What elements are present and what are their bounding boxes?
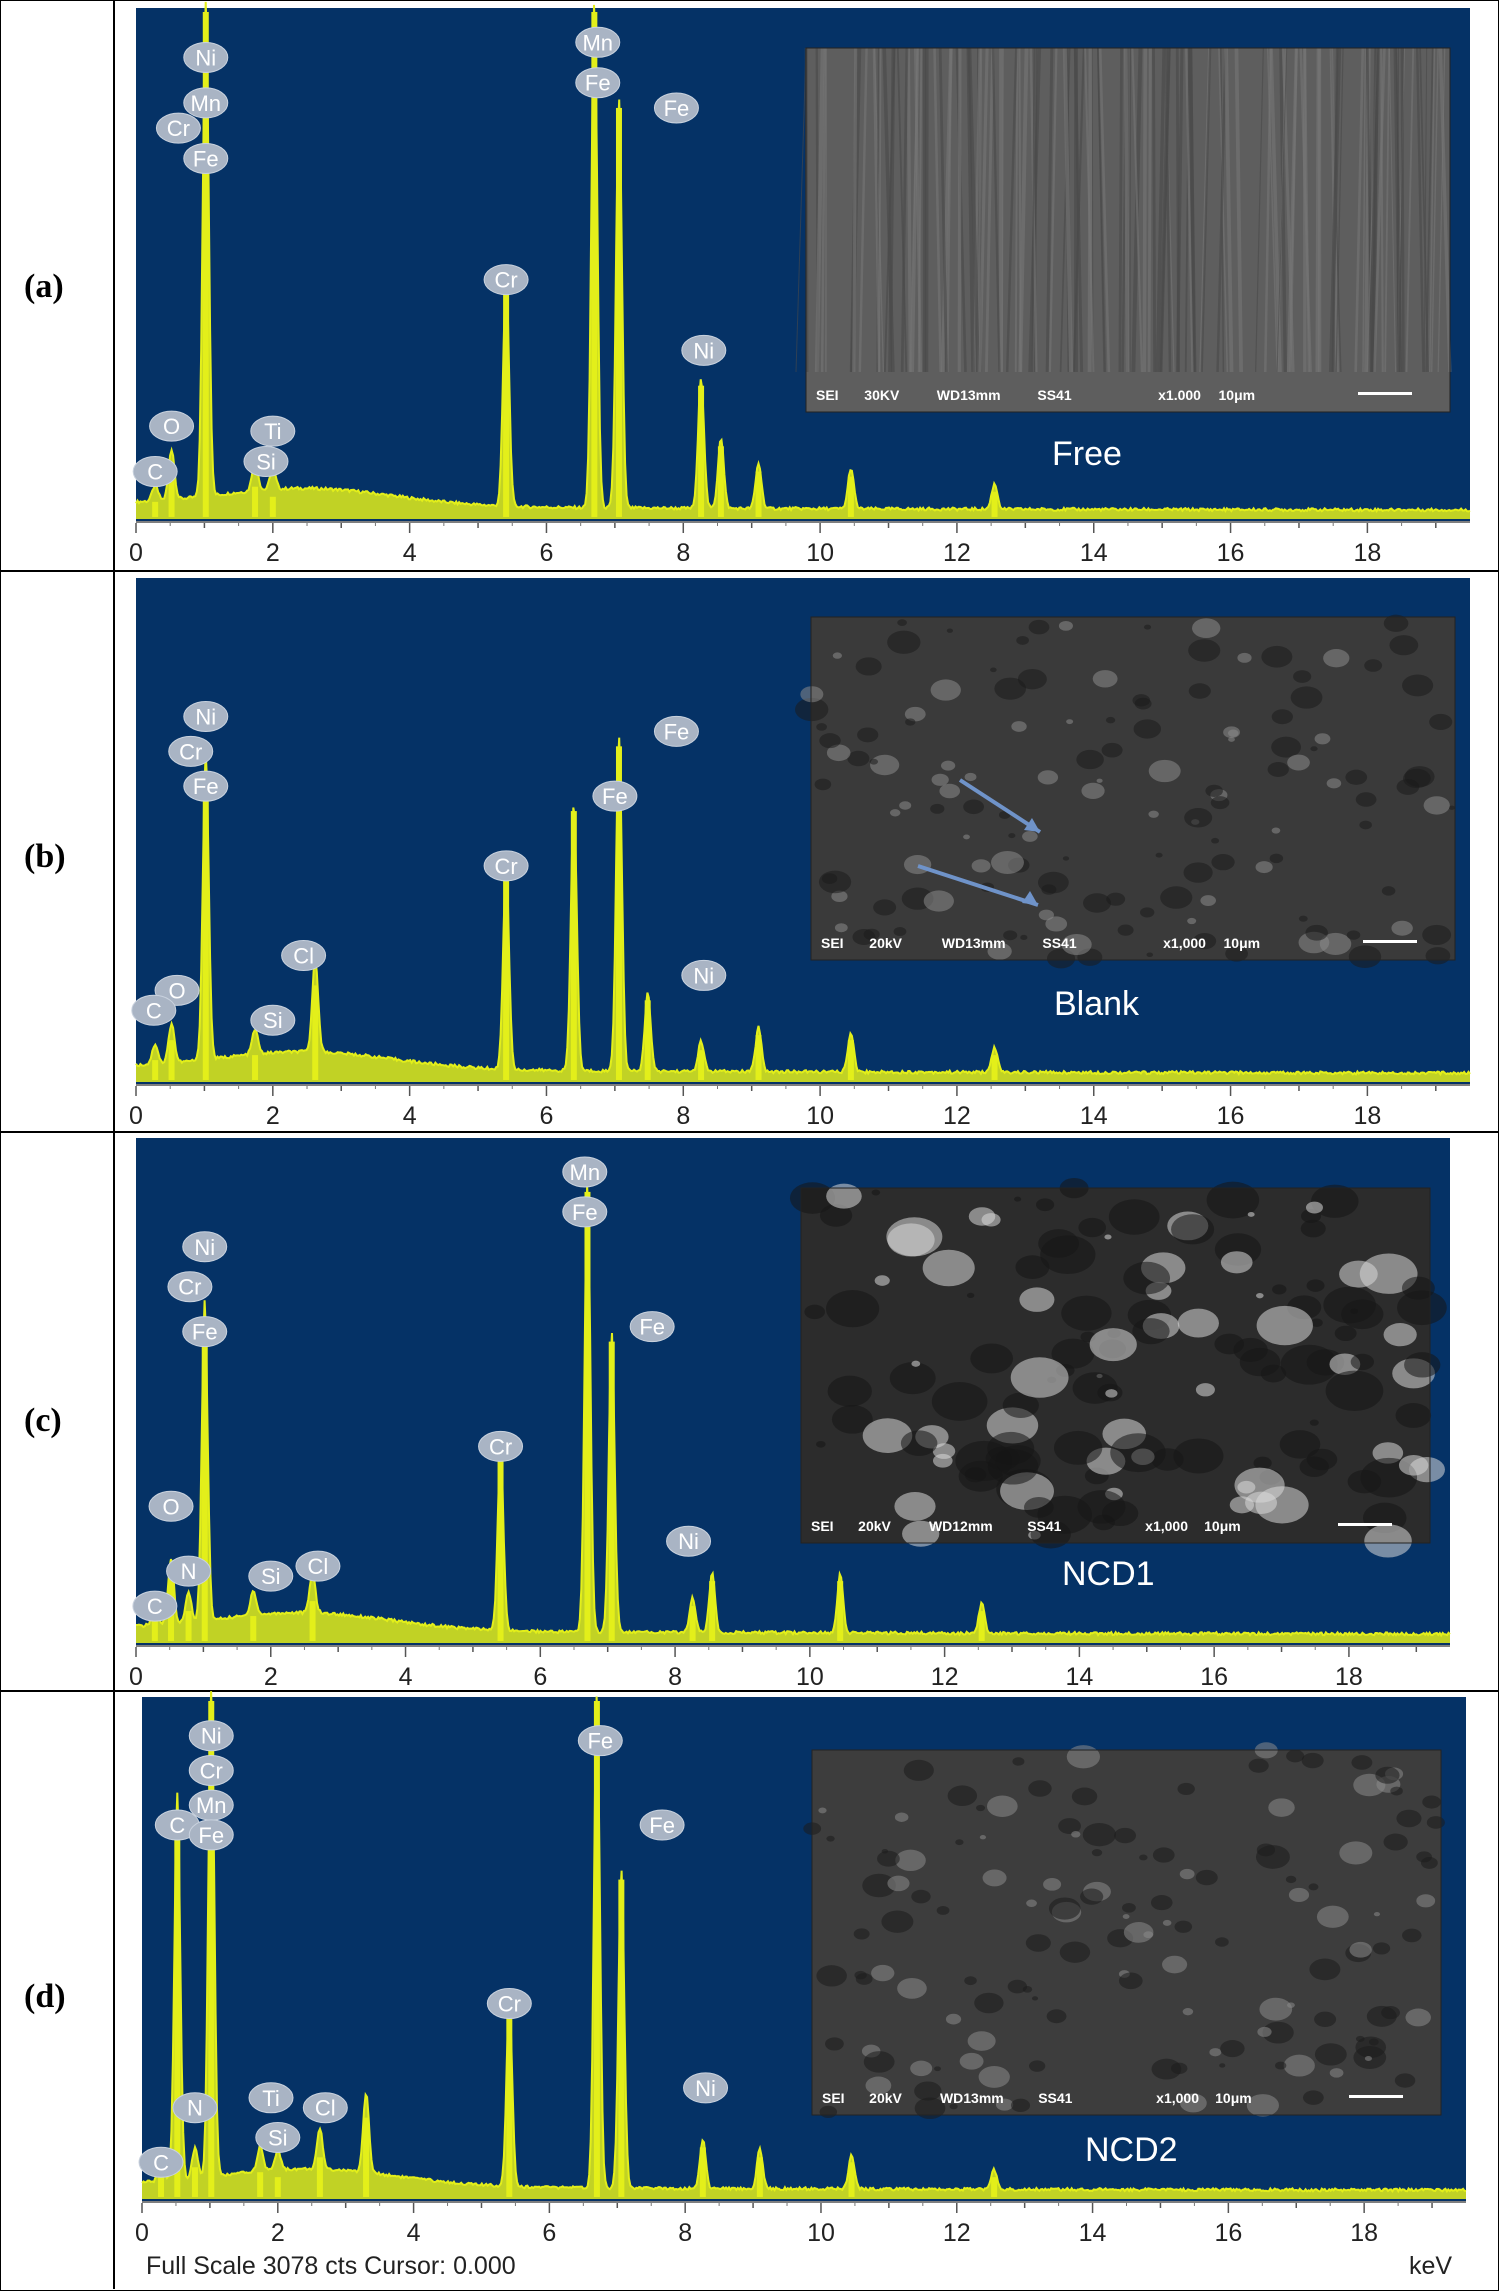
panel-divider bbox=[0, 1690, 1499, 1692]
panel-label: (d) bbox=[24, 1978, 66, 2015]
panel-label: (a) bbox=[24, 268, 64, 305]
panel-divider bbox=[0, 1131, 1499, 1133]
label-column-divider bbox=[113, 0, 115, 2289]
panel-divider bbox=[0, 570, 1499, 572]
panel-label: (b) bbox=[24, 838, 66, 875]
panel-label: (c) bbox=[24, 1402, 62, 1439]
energy-unit: keV bbox=[1409, 2252, 1453, 2280]
full-scale-readout: Full Scale 3078 cts Cursor: 0.000 bbox=[146, 2252, 516, 2280]
